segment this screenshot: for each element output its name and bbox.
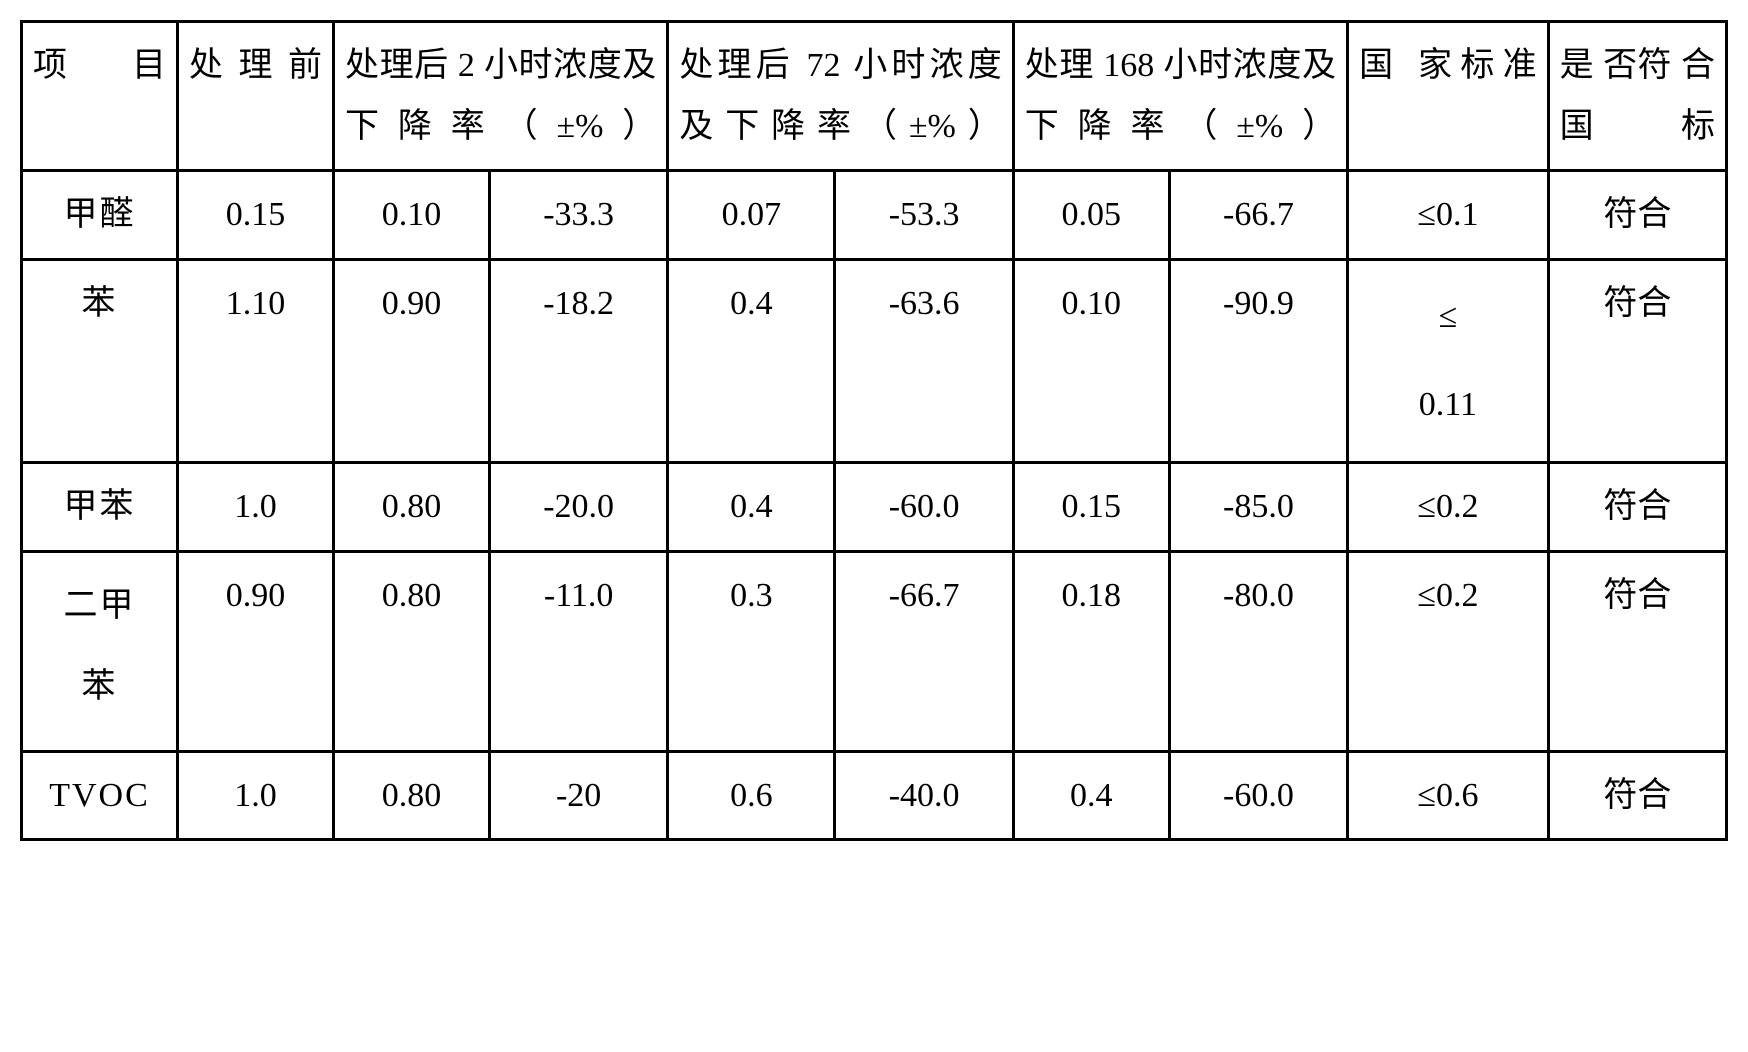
- std-line1: ≤: [1439, 298, 1458, 335]
- cell-after72-pct: -60.0: [835, 463, 1013, 551]
- cell-after168-val: 0.05: [1013, 171, 1169, 259]
- cell-after2-val: 0.80: [334, 551, 490, 751]
- cell-after72-val: 0.3: [668, 551, 835, 751]
- table-row: 甲醛 0.15 0.10 -33.3 0.07 -53.3 0.05 -66.7…: [22, 171, 1727, 259]
- cell-after2-val: 0.10: [334, 171, 490, 259]
- cell-after72-pct: -53.3: [835, 171, 1013, 259]
- cell-item: 二甲 苯: [22, 551, 178, 751]
- cell-comply: 符合: [1548, 171, 1726, 259]
- item-line1: 二甲: [64, 587, 136, 624]
- table-row: TVOC 1.0 0.80 -20 0.6 -40.0 0.4 -60.0 ≤0…: [22, 751, 1727, 839]
- cell-after2-pct: -11.0: [490, 551, 668, 751]
- col-header-after72: 处理后 72 小时浓度及下降率（±%）: [668, 22, 1013, 171]
- cell-standard: ≤ 0.11: [1348, 259, 1549, 463]
- cell-after2-val: 0.80: [334, 751, 490, 839]
- cell-after168-pct: -60.0: [1169, 751, 1347, 839]
- cell-after168-val: 0.4: [1013, 751, 1169, 839]
- cell-after2-val: 0.80: [334, 463, 490, 551]
- cell-after2-val: 0.90: [334, 259, 490, 463]
- table-row: 甲苯 1.0 0.80 -20.0 0.4 -60.0 0.15 -85.0 ≤…: [22, 463, 1727, 551]
- std-line2: 0.11: [1419, 386, 1477, 423]
- cell-after72-val: 0.6: [668, 751, 835, 839]
- item-line2: 苯: [82, 668, 118, 705]
- cell-after168-val: 0.18: [1013, 551, 1169, 751]
- col-header-standard: 国 家标准: [1348, 22, 1549, 171]
- cell-item: 甲苯: [22, 463, 178, 551]
- cell-comply: 符合: [1548, 259, 1726, 463]
- table-row: 二甲 苯 0.90 0.80 -11.0 0.3 -66.7 0.18 -80.…: [22, 551, 1727, 751]
- col-header-before: 处理前: [178, 22, 334, 171]
- cell-after168-val: 0.15: [1013, 463, 1169, 551]
- cell-before: 1.0: [178, 751, 334, 839]
- cell-after2-pct: -18.2: [490, 259, 668, 463]
- cell-after72-val: 0.4: [668, 259, 835, 463]
- cell-after168-val: 0.10: [1013, 259, 1169, 463]
- cell-after72-val: 0.4: [668, 463, 835, 551]
- cell-after2-pct: -20: [490, 751, 668, 839]
- cell-comply: 符合: [1548, 751, 1726, 839]
- cell-standard: ≤0.1: [1348, 171, 1549, 259]
- cell-standard: ≤0.2: [1348, 551, 1549, 751]
- table-header-row: 项目 处理前 处理后 2 小时浓度及下降率（±%） 处理后 72 小时浓度及下降…: [22, 22, 1727, 171]
- col-header-after168: 处理 168 小时浓度及下降率（±%）: [1013, 22, 1347, 171]
- cell-before: 0.15: [178, 171, 334, 259]
- cell-before: 1.0: [178, 463, 334, 551]
- cell-after72-pct: -40.0: [835, 751, 1013, 839]
- cell-after2-pct: -20.0: [490, 463, 668, 551]
- cell-item: TVOC: [22, 751, 178, 839]
- cell-comply: 符合: [1548, 551, 1726, 751]
- cell-after168-pct: -66.7: [1169, 171, 1347, 259]
- cell-after72-pct: -66.7: [835, 551, 1013, 751]
- cell-item: 甲醛: [22, 171, 178, 259]
- cell-before: 0.90: [178, 551, 334, 751]
- cell-standard: ≤0.2: [1348, 463, 1549, 551]
- cell-before: 1.10: [178, 259, 334, 463]
- pollutant-table: 项目 处理前 处理后 2 小时浓度及下降率（±%） 处理后 72 小时浓度及下降…: [20, 20, 1728, 841]
- col-header-comply: 是 否符 合国标: [1548, 22, 1726, 171]
- cell-standard: ≤0.6: [1348, 751, 1549, 839]
- cell-after168-pct: -80.0: [1169, 551, 1347, 751]
- cell-after168-pct: -85.0: [1169, 463, 1347, 551]
- cell-after72-pct: -63.6: [835, 259, 1013, 463]
- cell-after2-pct: -33.3: [490, 171, 668, 259]
- cell-item: 苯: [22, 259, 178, 463]
- cell-after72-val: 0.07: [668, 171, 835, 259]
- col-header-item: 项目: [22, 22, 178, 171]
- col-header-after2: 处理后 2 小时浓度及下降率（±%）: [334, 22, 668, 171]
- cell-comply: 符合: [1548, 463, 1726, 551]
- table-row: 苯 1.10 0.90 -18.2 0.4 -63.6 0.10 -90.9 ≤…: [22, 259, 1727, 463]
- cell-after168-pct: -90.9: [1169, 259, 1347, 463]
